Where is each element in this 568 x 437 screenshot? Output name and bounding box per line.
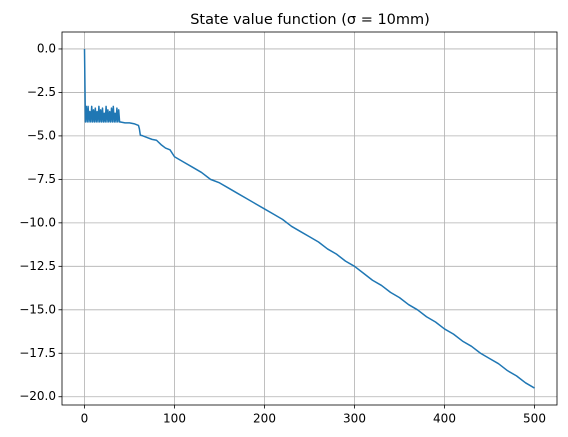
y-tick-label: −2.5 [27, 85, 56, 99]
x-tick-label: 0 [81, 412, 89, 426]
x-tick-label: 400 [433, 412, 456, 426]
y-tick-label: 0.0 [37, 41, 56, 55]
y-tick-label: −17.5 [19, 346, 56, 360]
chart-title: State value function (σ = 10mm) [190, 12, 430, 28]
x-tick-label: 100 [163, 412, 186, 426]
y-tick-label: −7.5 [27, 172, 56, 186]
plot-frame [61, 31, 558, 406]
y-tick-label: −15.0 [19, 302, 56, 316]
line [83, 48, 535, 389]
y-tick-label: −12.5 [19, 259, 56, 273]
y-tick-label: −20.0 [19, 389, 56, 403]
y-tick-label: −10.0 [19, 215, 56, 229]
x-tick-label: 200 [253, 412, 276, 426]
y-tick-label: −5.0 [27, 128, 56, 142]
x-tick-label: 300 [343, 412, 366, 426]
x-tick-label: 500 [523, 412, 546, 426]
